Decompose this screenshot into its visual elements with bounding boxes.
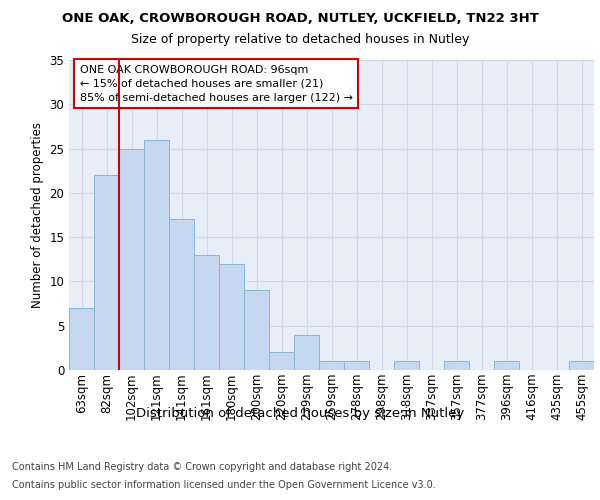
Y-axis label: Number of detached properties: Number of detached properties — [31, 122, 44, 308]
Bar — [219, 264, 244, 370]
Bar — [569, 361, 594, 370]
Bar — [269, 352, 294, 370]
Bar — [444, 361, 469, 370]
Bar — [69, 308, 94, 370]
Bar — [394, 361, 419, 370]
Text: Distribution of detached houses by size in Nutley: Distribution of detached houses by size … — [136, 408, 464, 420]
Bar — [344, 361, 369, 370]
Bar — [169, 220, 194, 370]
Bar — [294, 334, 319, 370]
Bar — [194, 255, 219, 370]
Bar — [144, 140, 169, 370]
Bar — [494, 361, 519, 370]
Text: Size of property relative to detached houses in Nutley: Size of property relative to detached ho… — [131, 32, 469, 46]
Bar — [119, 148, 144, 370]
Bar — [244, 290, 269, 370]
Bar — [94, 175, 119, 370]
Text: ONE OAK, CROWBOROUGH ROAD, NUTLEY, UCKFIELD, TN22 3HT: ONE OAK, CROWBOROUGH ROAD, NUTLEY, UCKFI… — [62, 12, 538, 26]
Text: Contains HM Land Registry data © Crown copyright and database right 2024.: Contains HM Land Registry data © Crown c… — [12, 462, 392, 472]
Bar — [319, 361, 344, 370]
Text: Contains public sector information licensed under the Open Government Licence v3: Contains public sector information licen… — [12, 480, 436, 490]
Text: ONE OAK CROWBOROUGH ROAD: 96sqm
← 15% of detached houses are smaller (21)
85% of: ONE OAK CROWBOROUGH ROAD: 96sqm ← 15% of… — [79, 64, 353, 102]
